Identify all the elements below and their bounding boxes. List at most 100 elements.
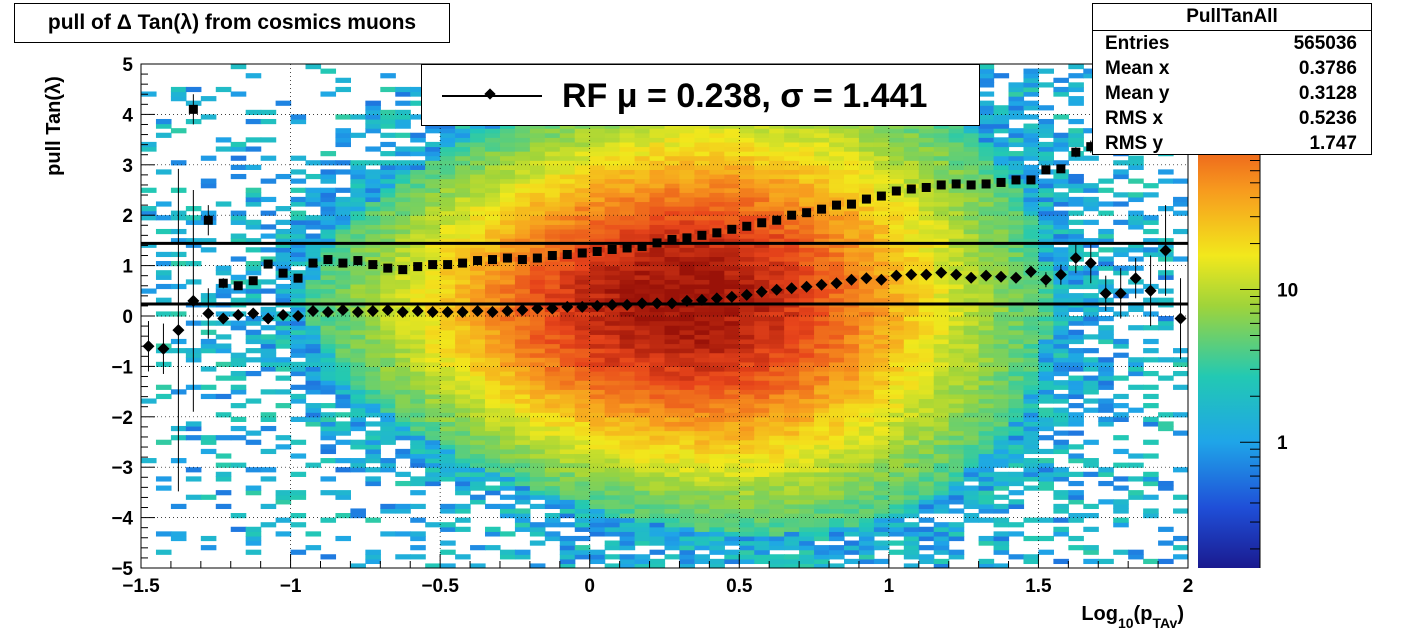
- heatmap-cell: [514, 164, 531, 170]
- heatmap-cell: [634, 389, 651, 395]
- heatmap-cell: [425, 329, 441, 335]
- heatmap-cell: [485, 242, 501, 248]
- heatmap-cell: [978, 425, 995, 432]
- heatmap-cell: [499, 283, 516, 290]
- heatmap-cell: [544, 169, 561, 175]
- heatmap-cell: [799, 490, 815, 496]
- heatmap-cell: [395, 192, 411, 198]
- heatmap-cell: [649, 480, 666, 487]
- heatmap-cell: [799, 274, 815, 280]
- heatmap-cell: [604, 513, 621, 519]
- heatmap-cell: [350, 247, 366, 253]
- heatmap-cell: [888, 219, 905, 225]
- heatmap-cell: [544, 535, 561, 542]
- heatmap-cell: [993, 128, 1010, 134]
- heatmap-cell: [574, 352, 591, 358]
- heatmap-cell: [799, 357, 815, 363]
- heatmap-cell: [724, 389, 740, 395]
- heatmap-cell: [829, 219, 845, 225]
- heatmap-cell: [993, 421, 1010, 427]
- heatmap-cell: [739, 439, 755, 445]
- heatmap-cell: [873, 155, 890, 161]
- heatmap-cell: [440, 293, 456, 299]
- heatmap-cell: [978, 242, 995, 248]
- heatmap-cell: [829, 325, 845, 331]
- heatmap-cell: [858, 403, 875, 409]
- heatmap-cell: [963, 160, 980, 166]
- heatmap-cell: [814, 151, 830, 157]
- heatmap-cell: [814, 549, 830, 555]
- heatmap-cell: [858, 370, 875, 377]
- heatmap-cell: [230, 416, 247, 422]
- heatmap-cell: [993, 160, 1010, 166]
- heatmap-cell: [365, 476, 381, 482]
- heatmap-cell: [574, 357, 591, 363]
- heatmap-cell: [978, 458, 995, 464]
- heatmap-cell: [754, 412, 770, 418]
- heatmap-cell: [993, 123, 1010, 129]
- heatmap-cell: [395, 375, 411, 381]
- heatmap-cell: [230, 274, 247, 280]
- heatmap-cell: [694, 490, 710, 496]
- heatmap-cell: [604, 293, 621, 299]
- heatmap-cell: [230, 64, 247, 70]
- heatmap-cell: [694, 183, 710, 189]
- heatmap-cell: [873, 343, 890, 349]
- heatmap-cell: [799, 338, 815, 345]
- heatmap-cell: [604, 471, 621, 477]
- heatmap-cell: [634, 256, 651, 262]
- heatmap-cell: [873, 370, 890, 377]
- heatmap-cell: [873, 375, 890, 381]
- heatmap-cell: [574, 380, 591, 386]
- heatmap-cell: [604, 192, 621, 198]
- heatmap-cell: [664, 334, 681, 340]
- heatmap-cell: [918, 366, 935, 372]
- heatmap-cell: [245, 398, 262, 404]
- heatmap-cell: [784, 513, 800, 519]
- heatmap-cell: [963, 247, 980, 253]
- heatmap-cell: [574, 467, 591, 473]
- heatmap-cell: [739, 522, 755, 528]
- heatmap-cell: [589, 265, 606, 271]
- heatmap-cell: [649, 265, 666, 271]
- heatmap-cell: [888, 201, 905, 207]
- heatmap-cell: [485, 274, 501, 280]
- heatmap-cell: [365, 297, 381, 303]
- heatmap-cell: [829, 169, 845, 175]
- heatmap-cell: [455, 403, 471, 409]
- heatmap-cell: [634, 535, 651, 542]
- heatmap-cell: [829, 128, 845, 134]
- heatmap-cell: [769, 297, 785, 303]
- heatmap-cell: [335, 403, 351, 409]
- heatmap-cell: [963, 155, 980, 161]
- heatmap-cell: [470, 370, 486, 377]
- heatmap-cell: [948, 210, 965, 216]
- heatmap-cell: [440, 462, 456, 468]
- heatmap-cell: [709, 421, 725, 427]
- heatmap-cell: [604, 563, 621, 568]
- heatmap-cell: [649, 160, 666, 166]
- heatmap-cell: [290, 490, 307, 496]
- heatmap-cell: [335, 380, 351, 386]
- heatmap-cell: [963, 393, 980, 400]
- heatmap-cell: [769, 439, 785, 445]
- heatmap-cell: [843, 293, 860, 299]
- heatmap-cell: [634, 522, 651, 528]
- heatmap-cell: [335, 343, 351, 349]
- heatmap-cell: [245, 549, 262, 555]
- heatmap-cell: [395, 508, 411, 514]
- heatmap-cell: [440, 325, 456, 331]
- heatmap-cell: [320, 425, 337, 432]
- heatmap-cell: [948, 403, 965, 409]
- heatmap-cell: [485, 384, 501, 390]
- heatmap-cell: [679, 554, 696, 560]
- heatmap-cell: [769, 389, 785, 395]
- heatmap-cell: [380, 183, 396, 189]
- heatmap-cell: [1008, 480, 1025, 487]
- heatmap-cell: [529, 178, 546, 184]
- heatmap-cell: [514, 132, 531, 138]
- heatmap-cell: [679, 270, 696, 276]
- heatmap-cell: [664, 421, 681, 427]
- heatmap-cell: [335, 228, 351, 235]
- heatmap-cell: [799, 348, 815, 354]
